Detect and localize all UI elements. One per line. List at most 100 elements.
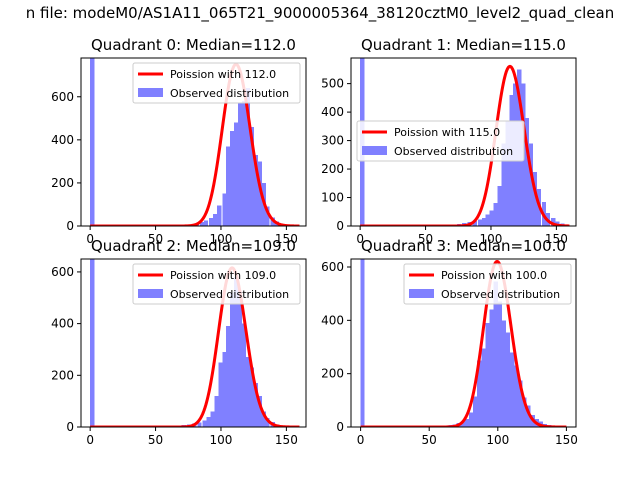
histogram-bar [477, 360, 482, 427]
x-tick-label: 50 [148, 232, 163, 246]
poisson-curve [89, 62, 301, 226]
legend-swatch-observed [362, 146, 387, 155]
histogram-bar [230, 131, 235, 226]
histogram-bar [222, 352, 227, 427]
y-tick-label: 400 [51, 317, 74, 331]
x-tick-label: 100 [210, 232, 233, 246]
histogram-bar [218, 362, 223, 427]
histogram-bar [265, 417, 270, 427]
histogram-bar [226, 146, 231, 226]
histogram-bar [234, 122, 239, 226]
legend-label-observed: Observed distribution [170, 87, 289, 100]
histogram-bar [501, 143, 506, 226]
histogram-bar [501, 320, 507, 427]
histogram-bar [226, 326, 231, 427]
histogram-bar [214, 395, 219, 427]
x-tick-label: 50 [418, 232, 433, 246]
panel-title: Quadrant 2: Median=109.0 [91, 237, 296, 255]
y-tick-label: 600 [321, 260, 344, 274]
x-tick-label: 150 [275, 433, 298, 447]
plot-area [89, 58, 301, 226]
y-tick-label: 0 [66, 219, 74, 233]
y-tick-label: 0 [336, 420, 344, 434]
histogram-bar [551, 218, 556, 226]
x-tick-label: 100 [480, 232, 503, 246]
x-tick-label: 150 [555, 433, 578, 447]
legend-label-poisson: Poission with 109.0 [170, 269, 276, 282]
histogram-bar [497, 186, 502, 226]
axes-frame [350, 258, 577, 428]
y-tick-label: 400 [321, 313, 344, 327]
legend-box [403, 263, 572, 305]
legend: Poission with 109.0 Observed distribution [132, 263, 301, 305]
y-tick-label: 200 [51, 368, 74, 382]
histogram-bar [217, 205, 222, 226]
plot-area [359, 259, 568, 427]
legend-swatch-observed [138, 88, 163, 97]
histogram-bar [210, 411, 215, 427]
histogram-bar [197, 422, 202, 427]
histogram-bar [257, 395, 262, 427]
x-tick-label: 0 [86, 232, 94, 246]
panel-quadrant-0: 0 50 100 150 0 200 400 600 Quadrant 0: Median=11… [51, 36, 307, 246]
histogram-bar [489, 210, 494, 226]
histogram-bar [464, 419, 469, 427]
panel-quadrant-1: 0 50 100 150 0 100 200 300 400 500 Quadrant 1: Med… [321, 36, 577, 246]
histogram-bar [505, 120, 510, 226]
histogram-bar [237, 292, 243, 427]
histogram-bar [261, 411, 266, 427]
histogram-bar [485, 214, 490, 226]
histogram-bar [202, 420, 207, 427]
histogram-bar [477, 219, 483, 226]
histogram-bar [206, 417, 211, 427]
x-tick-label: 150 [275, 232, 298, 246]
y-tick-label: 400 [321, 105, 344, 119]
histogram-bar [200, 222, 205, 226]
legend-label-poisson: Poission with 100.0 [441, 269, 547, 282]
histogram-bar [493, 203, 498, 226]
x-tick-label: 150 [545, 232, 568, 246]
x-tick-label: 50 [148, 433, 163, 447]
legend-label-observed: Observed distribution [394, 145, 513, 158]
histogram-bar [481, 348, 486, 427]
histogram-bar [524, 117, 530, 226]
panels: 0 50 100 150 0 200 400 600 Quadrant 0: Median=11… [51, 36, 578, 447]
histogram-bar [473, 396, 478, 427]
histogram-bar [522, 397, 527, 427]
x-tick-label: 50 [422, 433, 437, 447]
legend-label-observed: Observed distribution [441, 288, 560, 301]
y-tick-label: 400 [51, 133, 74, 147]
x-tick-label: 0 [86, 433, 94, 447]
histogram-bar [468, 412, 474, 427]
panel-quadrant-3: 0 50 100 150 0 200 400 600 Quadrant 3: Median=10… [321, 237, 578, 447]
histogram-bar [360, 259, 365, 427]
panel-title: Quadrant 1: Median=115.0 [361, 36, 566, 54]
histogram-bar [510, 352, 515, 427]
y-tick-label: 0 [336, 219, 344, 233]
histogram-bar [493, 281, 498, 427]
legend-label-poisson: Poission with 112.0 [170, 68, 276, 81]
histogram-bar [241, 101, 247, 226]
legend: Poission with 115.0 Observed distribution [356, 120, 525, 162]
histogram-bar [472, 220, 477, 226]
histogram-bar [203, 220, 209, 226]
x-tick-label: 100 [210, 433, 233, 447]
histogram-bar [222, 193, 227, 226]
y-tick-label: 200 [51, 176, 74, 190]
legend-label-observed: Observed distribution [170, 288, 289, 301]
axes-frame [80, 57, 307, 227]
histogram-bar [253, 383, 258, 427]
histogram-bar [245, 357, 251, 427]
x-tick-label: 0 [356, 232, 364, 246]
histogram-bar [213, 214, 218, 226]
histogram-bar [234, 277, 239, 427]
panel-title: Quadrant 0: Median=112.0 [91, 36, 296, 54]
histogram-bar [230, 292, 235, 427]
histogram-bar [249, 126, 255, 226]
histogram-bar [253, 154, 258, 226]
histogram-bar [532, 171, 538, 226]
histogram-bar [245, 88, 251, 226]
histogram-bar [90, 259, 95, 427]
